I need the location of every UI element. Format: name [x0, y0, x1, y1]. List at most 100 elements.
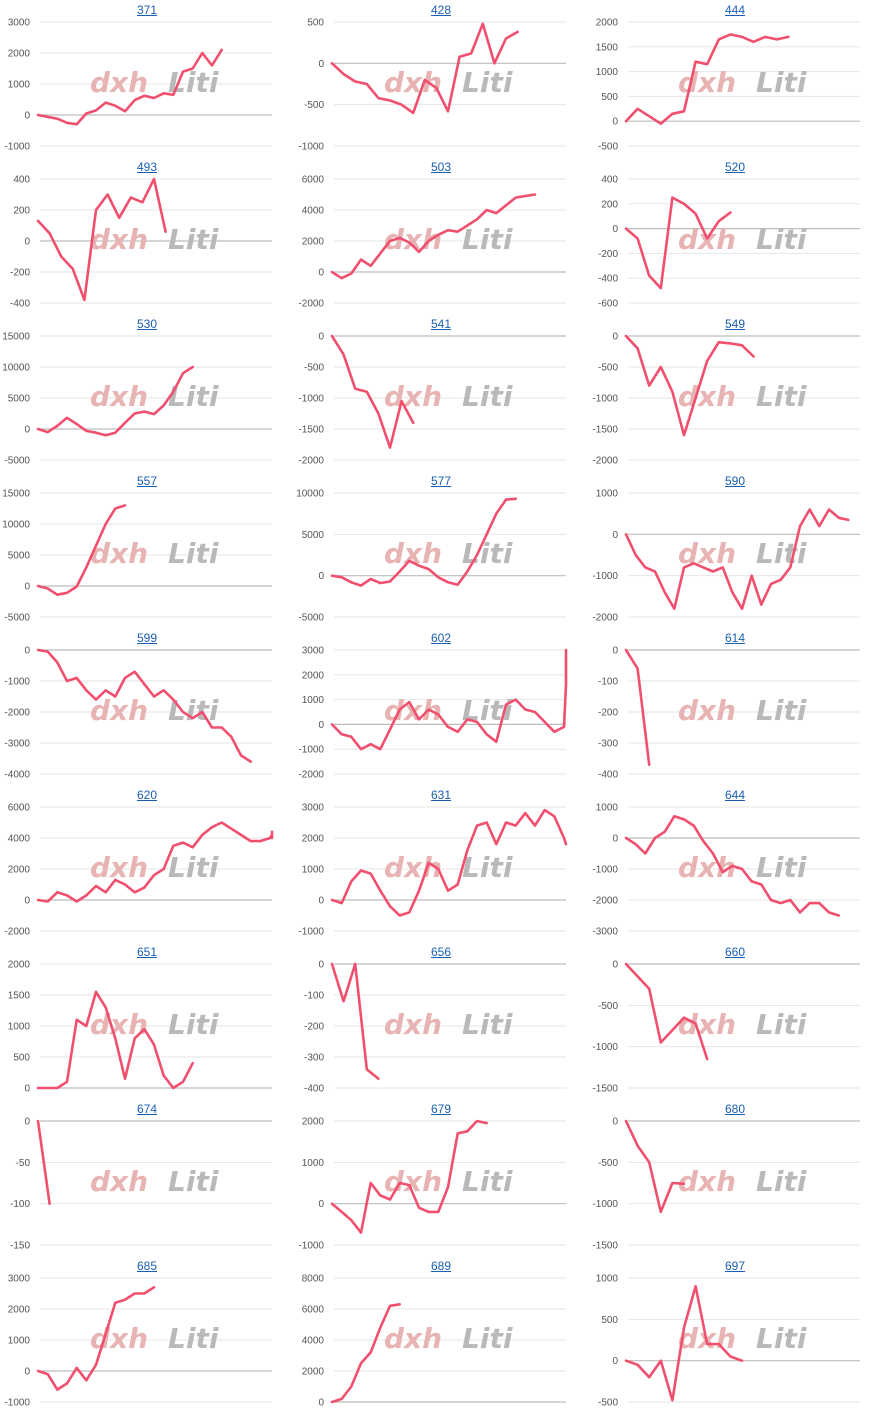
y-tick-label: 1000 — [8, 1022, 31, 1033]
y-tick-label: 6000 — [302, 1305, 325, 1316]
y-tick-label: 6000 — [8, 803, 31, 814]
watermark-right: Liti — [756, 851, 807, 884]
chart-title-link[interactable]: 541 — [430, 317, 452, 331]
y-tick-label: 2000 — [302, 1367, 325, 1378]
y-tick-label: -1000 — [298, 394, 324, 405]
y-tick-label: 0 — [318, 896, 324, 907]
y-tick-label: -2000 — [298, 299, 324, 310]
watermark-right: Liti — [168, 1165, 219, 1198]
y-tick-label: 2000 — [596, 18, 619, 29]
chart-title-link[interactable]: 444 — [724, 3, 746, 17]
chart-svg: 0 -50 -100 -150 dxh Liti — [10, 1117, 272, 1252]
y-tick-label: 10000 — [2, 363, 30, 374]
chart-title-link[interactable]: 371 — [136, 3, 158, 17]
y-tick-label: 1000 — [596, 803, 619, 814]
chart-title-link[interactable]: 689 — [430, 1259, 452, 1273]
series-line — [624, 33, 790, 125]
chart-title-link[interactable]: 599 — [136, 631, 158, 645]
y-tick-label: -1000 — [592, 571, 618, 582]
chart-614: 0 -100 -200 -300 -400 dxh Liti 614 — [588, 628, 882, 785]
y-tick-label: -600 — [598, 299, 618, 310]
chart-title-link[interactable]: 656 — [430, 945, 452, 959]
y-tick-label: -100 — [304, 991, 324, 1002]
y-tick-label: 0 — [24, 1084, 30, 1095]
watermark-right: Liti — [168, 851, 219, 884]
chart-title-link[interactable]: 577 — [430, 474, 452, 488]
y-tick-label: 500 — [307, 18, 324, 29]
chart-title-link[interactable]: 549 — [724, 317, 746, 331]
series-line — [36, 990, 194, 1090]
y-tick-label: 0 — [612, 1356, 618, 1367]
y-tick-label: -200 — [598, 249, 618, 260]
y-tick-label: -3000 — [4, 739, 30, 750]
chart-title-link[interactable]: 503 — [430, 160, 452, 174]
y-tick-label: 400 — [601, 175, 618, 186]
y-tick-label: 2000 — [8, 865, 31, 876]
chart-title-link[interactable]: 428 — [430, 3, 452, 17]
chart-444: 2000 1500 1000 500 0 -500 dxh Liti 444 — [588, 0, 882, 157]
chart-title-link[interactable]: 644 — [724, 788, 746, 802]
series-line — [36, 48, 223, 126]
y-tick-label: -200 — [10, 268, 30, 279]
chart-title-link[interactable]: 590 — [724, 474, 746, 488]
y-tick-label: -2000 — [298, 770, 324, 781]
chart-title-link[interactable]: 493 — [136, 160, 158, 174]
y-tick-label: 1000 — [302, 865, 325, 876]
chart-541: 0 -500 -1000 -1500 -2000 dxh Liti 541 — [294, 314, 588, 471]
y-tick-label: 10000 — [2, 520, 30, 531]
y-tick-label: -1000 — [592, 394, 618, 405]
y-tick-label: 3000 — [302, 646, 325, 657]
chart-title-link[interactable]: 631 — [430, 788, 452, 802]
chart-530: 15000 10000 5000 0 -5000 dxh Liti 530 — [0, 314, 294, 471]
chart-title-link[interactable]: 660 — [724, 945, 746, 959]
series-line — [36, 1285, 156, 1391]
y-tick-label: -3000 — [592, 927, 618, 938]
chart-title-link[interactable]: 602 — [430, 631, 452, 645]
watermark-right: Liti — [168, 537, 219, 570]
y-tick-label: -2000 — [592, 896, 618, 907]
series-line — [36, 1119, 51, 1205]
chart-590: 1000 0 -1000 -2000 dxh Liti 590 — [588, 471, 882, 628]
y-tick-label: -500 — [304, 100, 324, 111]
y-tick-label: -5000 — [298, 613, 324, 624]
watermark-right: Liti — [462, 223, 513, 256]
chart-697: 1000 500 0 -500 dxh Liti 697 — [588, 1256, 882, 1413]
y-tick-label: -1000 — [298, 927, 324, 938]
watermark-left: dxh — [678, 694, 736, 727]
y-tick-label: 0 — [612, 530, 618, 541]
chart-title-link[interactable]: 557 — [136, 474, 158, 488]
chart-title-link[interactable]: 614 — [724, 631, 746, 645]
chart-title-link[interactable]: 685 — [136, 1259, 158, 1273]
y-tick-label: 0 — [612, 1117, 618, 1128]
y-tick-label: 0 — [24, 1117, 30, 1128]
y-tick-label: -1500 — [592, 425, 618, 436]
series-line — [36, 648, 252, 763]
y-tick-label: -2000 — [4, 927, 30, 938]
chart-title-link[interactable]: 680 — [724, 1102, 746, 1116]
chart-title-link[interactable]: 520 — [724, 160, 746, 174]
chart-title-link[interactable]: 530 — [136, 317, 158, 331]
y-tick-label: -100 — [598, 677, 618, 688]
watermark-left: dxh — [384, 1322, 442, 1355]
y-tick-label: -2000 — [592, 613, 618, 624]
chart-631: 3000 2000 1000 0 -1000 dxh Liti 631 — [294, 785, 588, 942]
y-tick-label: 200 — [13, 206, 30, 217]
series-line — [330, 962, 380, 1080]
series-line — [330, 497, 517, 587]
watermark-left: dxh — [678, 851, 736, 884]
y-tick-label: -500 — [598, 1158, 618, 1169]
chart-title-link[interactable]: 674 — [136, 1102, 158, 1116]
series-line — [330, 22, 519, 115]
chart-title-link[interactable]: 697 — [724, 1259, 746, 1273]
chart-title-link[interactable]: 651 — [136, 945, 158, 959]
y-tick-label: 400 — [13, 175, 30, 186]
chart-title-link[interactable]: 679 — [430, 1102, 452, 1116]
chart-title-link[interactable]: 620 — [136, 788, 158, 802]
chart-svg: 0 -500 -1000 -1500 dxh Liti — [592, 1117, 860, 1252]
watermark-left: dxh — [678, 1165, 736, 1198]
